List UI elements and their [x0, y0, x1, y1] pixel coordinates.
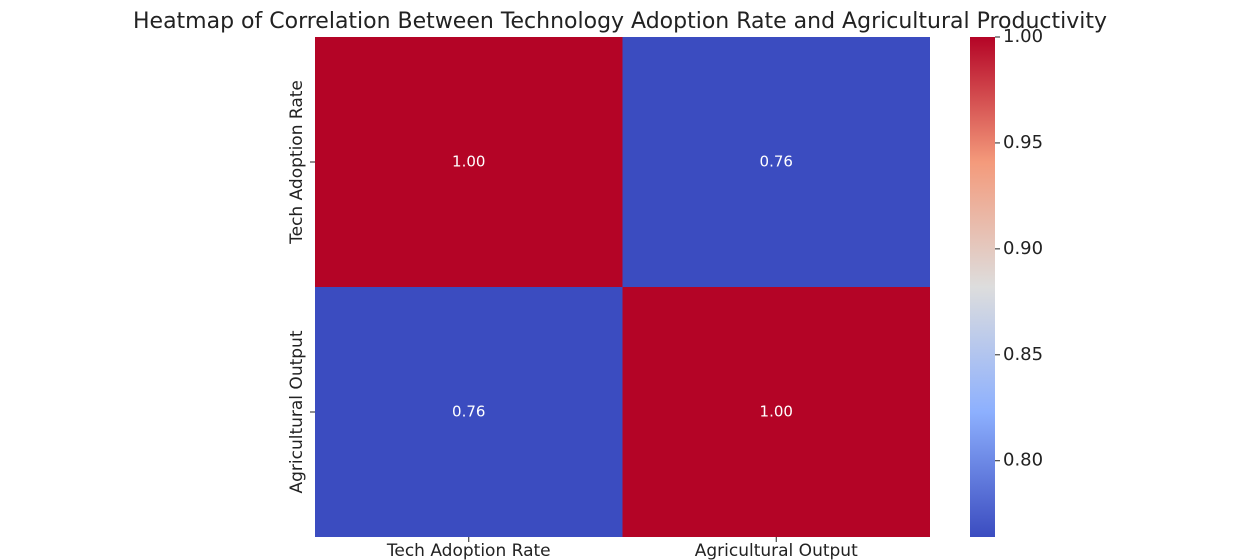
heatmap-cell [315, 37, 623, 287]
colorbar-tick-label: 0.90 [1003, 238, 1043, 259]
colorbar-tick-label: 0.80 [1003, 450, 1043, 471]
colorbar-tick-label: 0.85 [1003, 344, 1043, 365]
cell-label: 0.76 [452, 403, 485, 421]
y-tick-label: Tech Adoption Rate [287, 80, 307, 245]
cell-label: 1.00 [760, 403, 793, 421]
colorbar-tick-label: 1.00 [1003, 26, 1043, 47]
cell-label: 0.76 [760, 153, 793, 171]
x-tick-label: Agricultural Output [695, 541, 858, 560]
colorbar [970, 37, 995, 537]
heatmap-cell [622, 287, 930, 537]
colorbar-tick-label: 0.95 [1003, 132, 1043, 153]
y-tick-label: Agricultural Output [287, 330, 307, 493]
cell-label: 1.00 [452, 153, 485, 171]
chart-title: Heatmap of Correlation Between Technolog… [133, 9, 1107, 34]
heatmap-cell [622, 37, 930, 287]
x-tick-label: Tech Adoption Rate [386, 541, 551, 560]
heatmap-cell [315, 287, 623, 537]
